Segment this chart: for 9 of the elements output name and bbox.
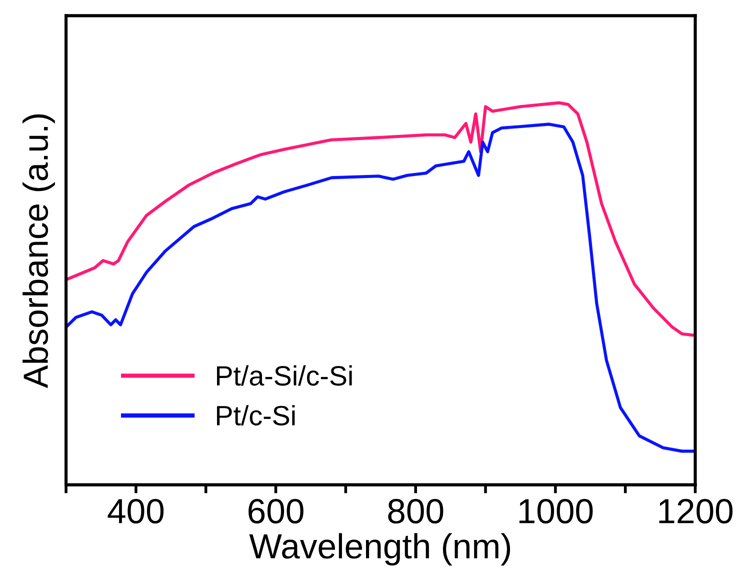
x-tick-label: 1000 [519,498,593,524]
x-axis-title: Wavelength (nm) [249,533,510,566]
legend-label: Pt/a-Si/c-Si [217,365,352,386]
x-tick-label: 600 [248,498,304,524]
x-tick-label: 800 [388,498,444,524]
legend-label: Pt/c-Si [217,405,295,426]
x-tick-label: 1200 [659,498,733,524]
y-axis-title: Absorbance (a.u.) [22,114,55,388]
x-tick-label: 400 [108,498,164,524]
